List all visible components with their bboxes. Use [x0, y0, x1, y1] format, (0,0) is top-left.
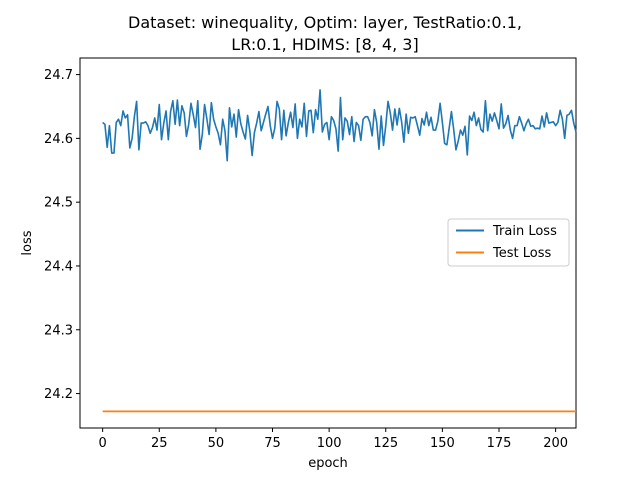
y-tick-label: 24.4	[44, 259, 73, 274]
legend-label-test-loss: Test Loss	[492, 246, 551, 261]
series-line-train-loss	[102, 89, 577, 162]
x-axis-ticks: 0 25 50 75 100 125 150 175 200	[99, 428, 568, 451]
legend-label-train-loss: Train Loss	[492, 224, 557, 239]
x-tick-label: 200	[543, 436, 568, 451]
y-tick-label: 24.7	[44, 68, 73, 83]
x-tick-label: 50	[208, 436, 225, 451]
x-tick-label: 75	[264, 436, 281, 451]
y-tick-label: 24.5	[44, 196, 73, 211]
x-axis-label: epoch	[308, 456, 348, 471]
y-tick-label: 24.3	[44, 323, 73, 338]
x-tick-label: 100	[317, 436, 342, 451]
y-tick-label: 24.2	[44, 387, 73, 402]
chart-title-line-2: LR:0.1, HDIMS: [8, 4, 3]	[231, 35, 418, 54]
legend: Train Loss Test Loss	[447, 218, 570, 267]
x-tick-label: 125	[373, 436, 398, 451]
x-tick-label: 25	[151, 436, 168, 451]
chart-title-line-1: Dataset: winequality, Optim: layer, Test…	[128, 13, 522, 32]
series-layer	[102, 89, 577, 413]
y-axis-ticks: 24.2 24.3 24.4 24.5 24.6 24.7	[44, 68, 80, 402]
y-tick-label: 24.6	[44, 132, 73, 147]
x-tick-label: 150	[430, 436, 455, 451]
x-tick-label: 175	[487, 436, 512, 451]
y-axis-label: loss	[20, 230, 35, 255]
chart-title: Dataset: winequality, Optim: layer, Test…	[128, 13, 522, 54]
x-tick-label: 0	[99, 436, 107, 451]
